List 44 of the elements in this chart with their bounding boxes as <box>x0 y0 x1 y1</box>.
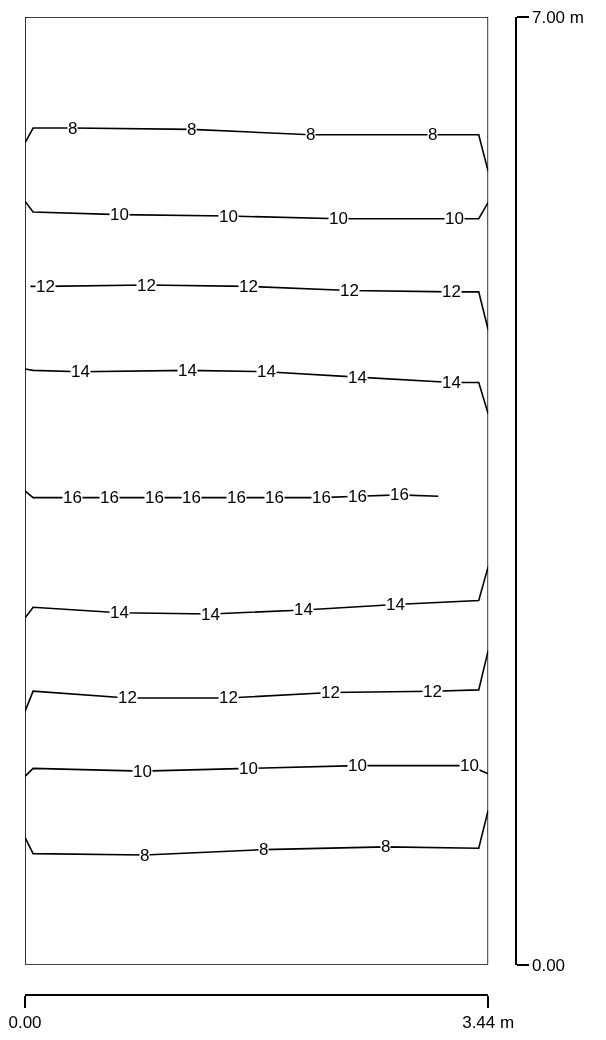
annotation: 10 <box>460 756 479 775</box>
annotation: 8 <box>259 840 269 859</box>
annotation: 8 <box>68 119 78 138</box>
annotation: 16 <box>390 485 409 504</box>
annotation: 14 <box>110 603 129 622</box>
y-tick-label: 7.00 m <box>531 7 584 27</box>
annotation: 14 <box>294 600 313 619</box>
annotation: 10 <box>445 209 464 228</box>
annotation: 12 <box>340 281 359 300</box>
annotation: 10 <box>239 759 258 778</box>
annotation: 8 <box>187 120 197 139</box>
annotation: 16 <box>100 488 119 507</box>
annotation: 14 <box>257 362 276 381</box>
annotation: 10 <box>133 762 152 781</box>
annotation: 16 <box>145 488 164 507</box>
annotation: 8 <box>381 837 391 856</box>
annotation: 8 <box>306 125 316 144</box>
annotation: 10 <box>110 205 129 224</box>
annotation: 8 <box>140 846 150 865</box>
annotation: 14 <box>386 595 405 614</box>
annotation: 8 <box>428 125 438 144</box>
annotation: 12 <box>442 282 461 301</box>
annotation: 12 <box>423 682 442 701</box>
annotation: 16 <box>182 488 201 507</box>
annotation: 16 <box>265 488 284 507</box>
annotation: 10 <box>219 207 238 226</box>
annotation: 10 <box>329 209 348 228</box>
annotation: 16 <box>227 488 246 507</box>
annotation: 14 <box>442 373 461 392</box>
annotation: 12 <box>118 688 137 707</box>
annotation: 12 <box>137 276 156 295</box>
x-tick-label: 3.44 m <box>462 1013 515 1033</box>
annotation: 14 <box>71 362 90 381</box>
annotation: 16 <box>63 488 82 507</box>
annotation: 12 <box>36 277 55 296</box>
annotation: 12 <box>321 683 340 702</box>
annotation: 14 <box>178 361 197 380</box>
annotation: 12 <box>219 688 238 707</box>
annotation: 16 <box>348 487 367 506</box>
annotation: 12 <box>239 277 258 296</box>
annotation: 14 <box>201 605 220 624</box>
annotation: 10 <box>348 756 367 775</box>
annotation: 14 <box>348 368 367 387</box>
annotation: 16 <box>312 488 331 507</box>
